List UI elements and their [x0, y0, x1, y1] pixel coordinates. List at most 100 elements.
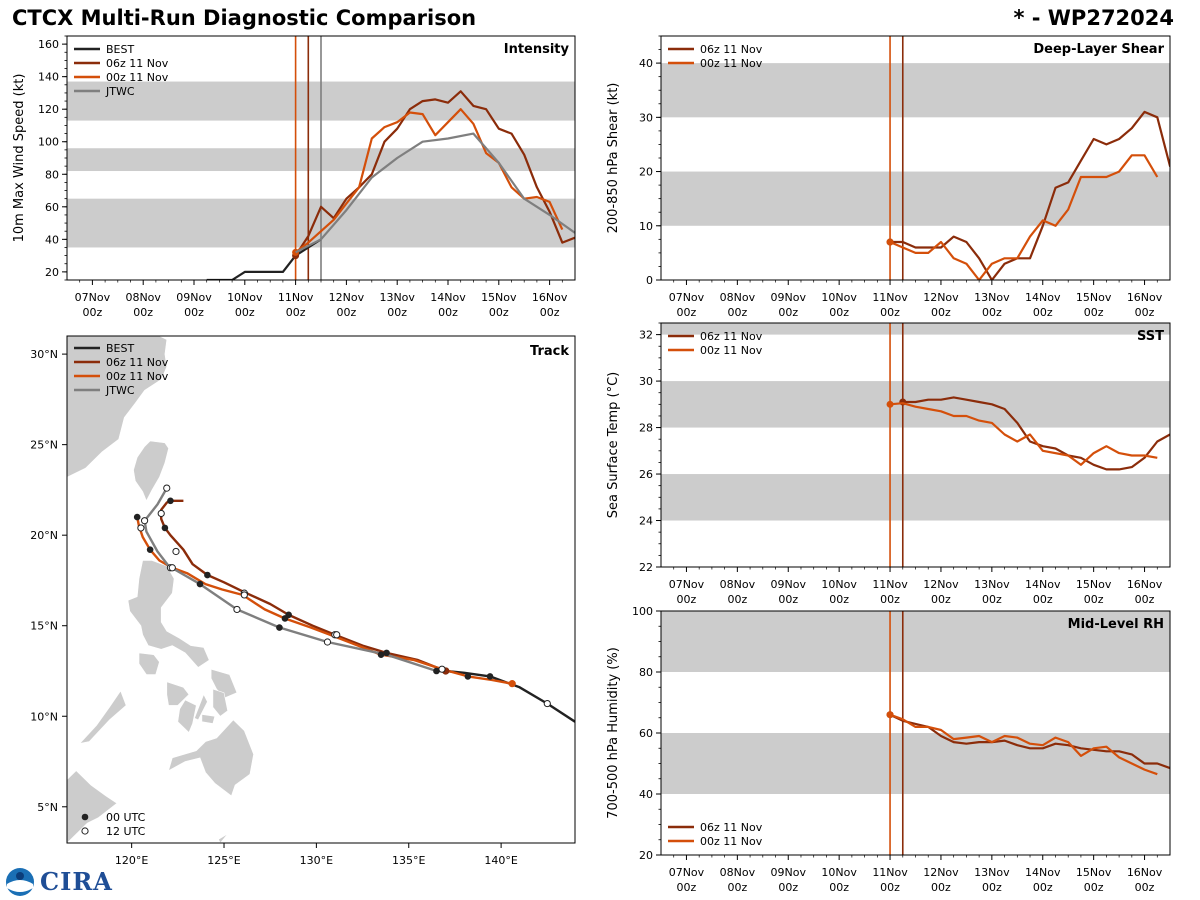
intensity-xtick-label: 00z [133, 306, 153, 319]
track-ytick-label: 30°N [30, 348, 58, 361]
land-panay [166, 681, 190, 706]
sst-ytick-label: 26 [639, 468, 653, 481]
intensity-ytick-label: 140 [38, 71, 59, 84]
sst-xtick-label: 09Nov [771, 578, 807, 591]
sst-xtick-label: 00z [727, 593, 747, 606]
intensity-xtick-label: 00z [489, 306, 509, 319]
rh-series-run-06z [889, 713, 1170, 770]
intensity-title: Intensity [504, 42, 570, 57]
track-marker-legend-label: 12 UTC [106, 825, 146, 838]
shear-band [661, 63, 1170, 118]
track-xtick-label: 130°E [300, 854, 333, 867]
intensity-xtick-label: 12Nov [329, 291, 365, 304]
sst-ytick-label: 28 [639, 422, 653, 435]
sst-xtick-label: 16Nov [1127, 578, 1163, 591]
intensity-ytick-label: 120 [38, 103, 59, 116]
rh-xtick-label: 13Nov [974, 866, 1010, 879]
rh-xtick-label: 16Nov [1127, 866, 1163, 879]
rh-start-marker [886, 711, 894, 719]
track-marker-12utc [543, 699, 551, 708]
land-negros [177, 699, 197, 734]
shear-ytick-label: 30 [639, 111, 653, 124]
rh-series-run-00z [889, 713, 1158, 776]
sst-series-run-00z [889, 402, 1158, 466]
track-best [445, 669, 575, 723]
sst-legend-label: 06z 11 Nov [700, 330, 763, 343]
shear-xtick-label: 12Nov [923, 291, 959, 304]
track-ytick-label: 25°N [30, 439, 58, 452]
sst-xtick-label: 00z [880, 593, 900, 606]
intensity-ytick-label: 20 [45, 266, 59, 279]
rh-xtick-label: 14Nov [1025, 866, 1061, 879]
rh-ytick-label: 60 [639, 727, 653, 740]
intensity-xtick-label: 00z [387, 306, 407, 319]
sst-band [661, 381, 1170, 428]
rh-xtick-label: 10Nov [821, 866, 857, 879]
shear-ylabel: 200-850 hPa Shear (kt) [606, 83, 621, 234]
shear-xtick-label: 08Nov [720, 291, 756, 304]
rh-ytick-label: 40 [639, 788, 653, 801]
page-title: CTCX Multi-Run Diagnostic Comparison [12, 6, 477, 30]
shear-xtick-label: 00z [727, 306, 747, 319]
intensity-legend-label: 00z 11 Nov [106, 71, 169, 84]
sst-xtick-label: 15Nov [1076, 578, 1112, 591]
intensity-xtick-label: 00z [184, 306, 204, 319]
track-marker-00utc [433, 667, 440, 675]
shear-legend-label: 06z 11 Nov [700, 43, 763, 56]
rh-xtick-label: 00z [931, 881, 951, 894]
rh-xtick-label: 00z [778, 881, 798, 894]
rh-legend-label: 00z 11 Nov [700, 835, 763, 848]
sst-xtick-label: 00z [1084, 593, 1104, 606]
sst-xtick-label: 00z [931, 593, 951, 606]
intensity-xtick-label: 00z [83, 306, 103, 319]
track-xtick-label: 120°E [115, 854, 148, 867]
shear-xtick-label: 00z [931, 306, 951, 319]
rh-xtick-label: 15Nov [1076, 866, 1112, 879]
sst-xtick-label: 13Nov [974, 578, 1010, 591]
track-marker-00utc [133, 513, 141, 521]
track-marker-12utc [163, 484, 171, 492]
rh-xtick-label: 00z [1033, 881, 1053, 894]
land-leyte [212, 688, 229, 717]
intensity-xtick-label: 00z [438, 306, 458, 319]
intensity-xtick-label: 10Nov [227, 291, 263, 304]
rh-ytick-label: 20 [639, 849, 653, 862]
track-ytick-label: 5°N [37, 801, 58, 814]
intensity-series-jtwc [295, 132, 575, 254]
cira-logo: CIRA [4, 866, 114, 898]
track-ytick-label: 20°N [30, 529, 58, 542]
track-marker-00utc [204, 571, 211, 579]
rh-band [661, 611, 1170, 672]
shear-ytick-label: 40 [639, 57, 653, 70]
shear-xtick-label: 16Nov [1127, 291, 1163, 304]
land-cebu [194, 693, 208, 721]
shear-start-marker [886, 238, 894, 246]
shear-ytick-label: 20 [639, 166, 653, 179]
sst-xtick-label: 12Nov [923, 578, 959, 591]
rh-xtick-label: 12Nov [923, 866, 959, 879]
shear-xtick-label: 00z [880, 306, 900, 319]
track-marker-12utc [233, 605, 241, 614]
track-xtick-label: 140°E [484, 854, 517, 867]
intensity-xtick-label: 15Nov [481, 291, 517, 304]
shear-xtick-label: 15Nov [1076, 291, 1112, 304]
rh-ylabel: 700-500 hPa Humidity (%) [606, 647, 621, 819]
track-title: Track [530, 344, 569, 359]
shear-ytick-label: 0 [646, 274, 653, 287]
land-bohol [201, 714, 216, 724]
intensity-ytick-label: 80 [45, 168, 59, 181]
shear-legend-label: 00z 11 Nov [700, 57, 763, 70]
shear-title: Deep-Layer Shear [1033, 42, 1164, 57]
land-borneo [67, 770, 118, 843]
intensity-xtick-label: 09Nov [176, 291, 212, 304]
rh-xtick-label: 00z [982, 881, 1002, 894]
track-xtick-label: 135°E [392, 854, 425, 867]
track-legend-label: JTWC [105, 384, 135, 397]
sst-start-marker [886, 400, 894, 408]
rh-ytick-label: 100 [632, 605, 653, 618]
sst-xtick-label: 00z [677, 593, 697, 606]
land-mindanao [168, 719, 254, 797]
track-ytick-label: 10°N [30, 710, 58, 723]
rh-xtick-label: 00z [727, 881, 747, 894]
sst-xtick-label: 11Nov [872, 578, 908, 591]
